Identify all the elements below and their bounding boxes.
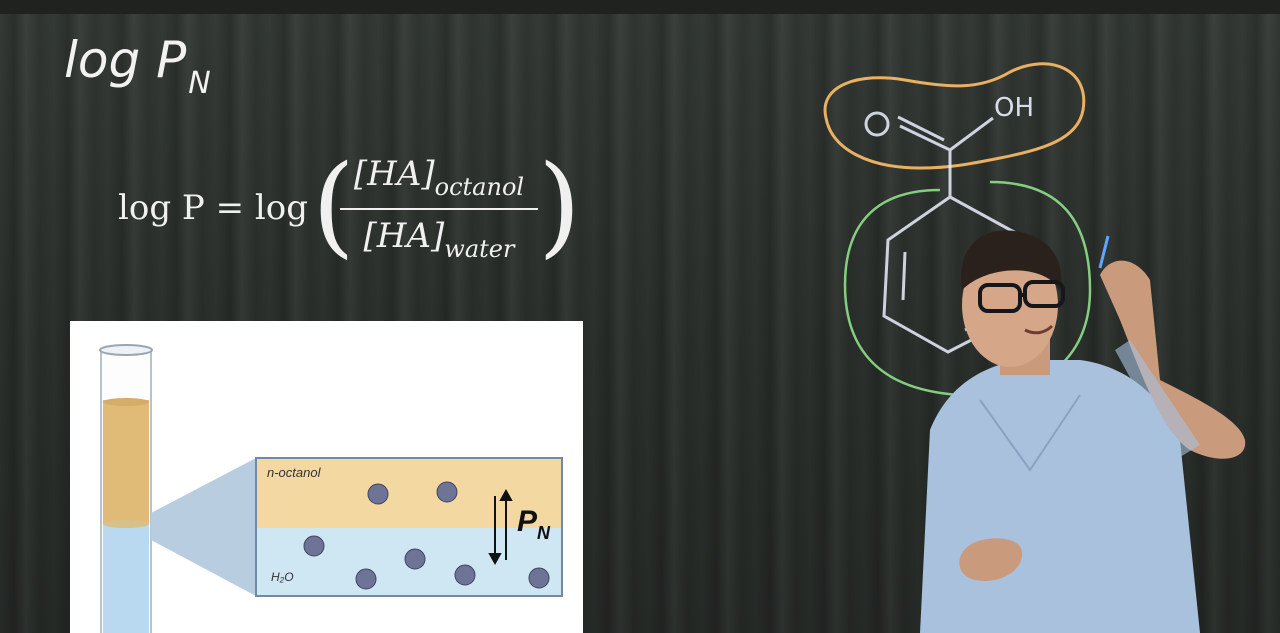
right-parenthesis: ) xyxy=(538,141,581,269)
pn-text: P xyxy=(517,505,538,538)
title-subscript: N xyxy=(188,66,211,101)
zoom-wedge xyxy=(151,458,256,596)
slide-title: log PN xyxy=(64,30,211,101)
top-edge-shadow xyxy=(0,0,1280,14)
orange-highlight-loop xyxy=(823,62,1086,170)
fraction-bar xyxy=(340,208,538,210)
denominator-subscript: water xyxy=(444,235,515,263)
hydroxyl-label: OH xyxy=(994,93,1034,123)
test-tube xyxy=(99,344,153,633)
presenter xyxy=(920,230,1246,633)
molecule xyxy=(528,567,550,589)
molecule xyxy=(436,481,458,503)
partition-coefficient-label: PN xyxy=(517,505,550,543)
formula-lhs: log P = log xyxy=(118,188,309,228)
water-label: H₂O xyxy=(271,570,294,584)
left-parenthesis: ( xyxy=(312,141,355,269)
numerator-subscript: octanol xyxy=(434,173,525,201)
formula-numerator: [HA]octanol xyxy=(340,154,538,201)
molecule xyxy=(367,483,389,505)
molecule xyxy=(303,535,325,557)
molecule xyxy=(404,548,426,570)
molecule xyxy=(454,564,476,586)
molecule xyxy=(355,568,377,590)
equilibrium-arrows xyxy=(488,488,513,566)
numerator-text: [HA] xyxy=(353,154,435,194)
molecules xyxy=(303,481,550,590)
formula-denominator: [HA]water xyxy=(340,216,538,263)
pn-subscript: N xyxy=(537,523,551,543)
octanol-label: n-octanol xyxy=(267,465,321,480)
title-text: log P xyxy=(64,31,187,89)
denominator-text: [HA] xyxy=(363,216,445,256)
phase-box xyxy=(255,457,563,597)
